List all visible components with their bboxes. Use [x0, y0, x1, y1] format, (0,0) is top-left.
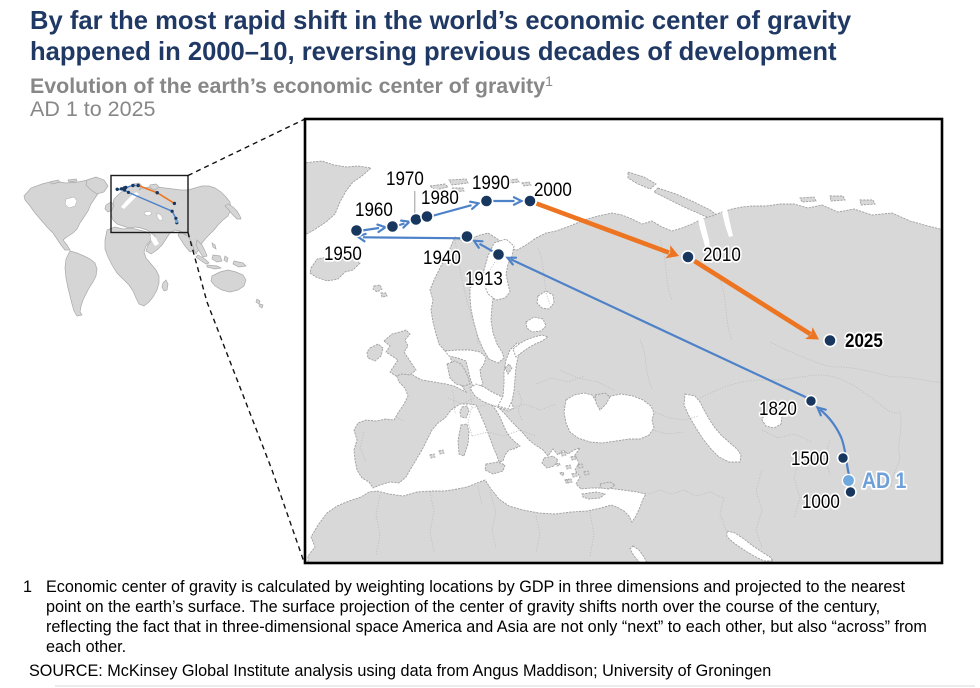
svg-text:AD 1: AD 1 — [862, 469, 907, 494]
svg-text:1500: 1500 — [791, 447, 829, 469]
svg-text:1000: 1000 — [802, 490, 840, 512]
svg-text:2000: 2000 — [534, 178, 572, 200]
svg-text:1913: 1913 — [465, 267, 503, 289]
svg-text:1980: 1980 — [421, 186, 459, 208]
svg-text:1820: 1820 — [759, 397, 797, 419]
svg-text:1990: 1990 — [472, 171, 510, 193]
svg-text:2025: 2025 — [845, 329, 883, 351]
svg-text:1970: 1970 — [386, 167, 424, 189]
svg-text:2010: 2010 — [703, 243, 741, 265]
svg-text:1940: 1940 — [423, 246, 461, 268]
svg-text:1960: 1960 — [355, 198, 393, 220]
svg-text:1950: 1950 — [324, 242, 362, 264]
